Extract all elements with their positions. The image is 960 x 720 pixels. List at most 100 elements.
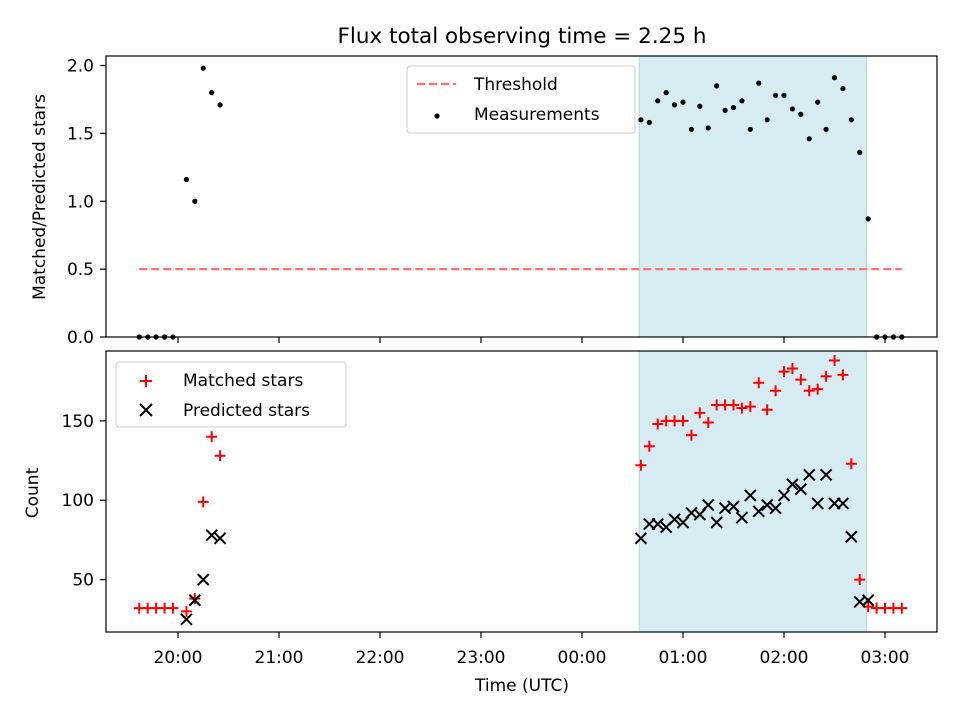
matched-star-point bbox=[753, 377, 765, 389]
matched-star-point bbox=[829, 355, 840, 367]
matched-star-point bbox=[694, 407, 706, 419]
measurement-point bbox=[192, 198, 198, 204]
measurement-point bbox=[815, 99, 821, 105]
measurement-point bbox=[789, 106, 796, 112]
measurement-point bbox=[798, 111, 804, 117]
predicted-star-point bbox=[861, 594, 875, 607]
matched-star-point bbox=[677, 415, 689, 427]
predicted-star-point bbox=[180, 613, 193, 626]
measurement-point bbox=[831, 75, 838, 81]
predicted-star-point bbox=[197, 573, 210, 586]
predicted-star-point bbox=[634, 532, 648, 545]
matched-star-point bbox=[837, 369, 849, 381]
matched-star-point bbox=[635, 459, 647, 471]
measurement-point bbox=[730, 104, 737, 111]
measurement-point bbox=[671, 102, 678, 108]
x-tick-label: 23:00 bbox=[457, 648, 506, 668]
matched-star-point bbox=[795, 374, 807, 386]
predicted-legend-label: Predicted stars bbox=[183, 401, 310, 421]
observing-window bbox=[638, 55, 867, 338]
measurement-point bbox=[688, 126, 695, 132]
y-tick-label: 50 bbox=[72, 571, 94, 591]
count-legend-box bbox=[115, 361, 347, 428]
chart-title: Flux total observing time = 2.25 h bbox=[338, 24, 707, 49]
measurement-point bbox=[638, 117, 644, 123]
measurement-point bbox=[183, 176, 190, 183]
matched-star-point bbox=[652, 418, 664, 430]
observing-span-top bbox=[638, 55, 867, 338]
predicted-star-point bbox=[769, 501, 782, 515]
observing-window bbox=[638, 350, 867, 633]
threshold-legend-label: Threshold bbox=[473, 75, 558, 95]
measurement-point bbox=[848, 117, 854, 123]
measurements-legend-swatch bbox=[434, 113, 440, 119]
matched-star-point bbox=[206, 431, 218, 443]
x-tick-label: 02:00 bbox=[760, 648, 809, 668]
measurement-point bbox=[680, 99, 686, 105]
ratio-x-ticks bbox=[177, 337, 886, 343]
count-panel-frame bbox=[105, 350, 938, 633]
predicted-star-point bbox=[811, 497, 824, 510]
measurement-point bbox=[823, 126, 829, 132]
x-tick-label: 21:00 bbox=[255, 648, 304, 668]
measurement-point bbox=[764, 117, 770, 123]
matched-star-point bbox=[770, 385, 782, 397]
measurement-point bbox=[781, 92, 787, 98]
measurement-point bbox=[806, 136, 812, 142]
predicted-star-point bbox=[205, 528, 218, 542]
count-x-ticks: 20:00 21:00 22:00 23:00 00:00 01:00 02:00 03:00 bbox=[154, 632, 910, 668]
measurement-point bbox=[209, 90, 215, 96]
measurement-point bbox=[655, 98, 661, 104]
matched-legend-swatch bbox=[140, 375, 152, 387]
matched-star-point bbox=[197, 496, 209, 508]
measurement-point bbox=[722, 107, 728, 113]
predicted-star-point bbox=[803, 468, 816, 482]
y-tick-label: 0.5 bbox=[67, 260, 94, 280]
y-tick-label: 2.0 bbox=[67, 57, 94, 77]
matched-star-point bbox=[167, 602, 179, 614]
matched-star-point bbox=[778, 366, 790, 378]
matched-star-point bbox=[820, 370, 832, 382]
count-y-ticks: 50 100 150 bbox=[62, 412, 106, 591]
x-tick-label: 01:00 bbox=[659, 648, 708, 668]
measurement-point bbox=[739, 98, 745, 104]
predicted-star-point bbox=[702, 498, 715, 512]
measurements-legend-label: Measurements bbox=[474, 105, 600, 125]
matched-star-point bbox=[744, 401, 756, 413]
predicted-star-point bbox=[819, 468, 833, 482]
x-tick-label: 22:00 bbox=[356, 648, 405, 668]
predicted-star-point bbox=[777, 489, 791, 502]
predicted-star-point bbox=[213, 532, 227, 545]
matched-star-point bbox=[702, 416, 714, 428]
predicted-star-point bbox=[651, 517, 664, 531]
x-tick-label: 03:00 bbox=[861, 648, 910, 668]
y-tick-label: 150 bbox=[62, 412, 94, 432]
predicted-star-point bbox=[710, 516, 723, 529]
measurement-point bbox=[217, 102, 223, 108]
ratio-legend-box bbox=[406, 65, 636, 134]
predicted-star-point bbox=[760, 498, 774, 512]
measurement-point bbox=[756, 80, 762, 86]
predicted-star-point bbox=[668, 513, 681, 526]
matched-star-point bbox=[845, 458, 857, 470]
predicted-star-point bbox=[188, 594, 202, 607]
x-tick-label: 20:00 bbox=[154, 648, 203, 668]
predicted-star-point bbox=[786, 478, 799, 491]
measurement-point bbox=[697, 103, 703, 109]
matched-legend-label: Matched stars bbox=[183, 371, 303, 391]
matched-star-point bbox=[854, 574, 866, 586]
matched-star-point bbox=[896, 602, 908, 614]
predicted-star-point bbox=[845, 530, 858, 543]
count-panel: 50 100 150 20:00 21:00 22:00 23:00 00:00 01:00 0… bbox=[23, 350, 938, 696]
measurement-point bbox=[663, 90, 669, 96]
ratio-panel-frame bbox=[105, 55, 938, 338]
measurement-point bbox=[714, 83, 720, 89]
ratio-panel: 0.00.51.01.52.0 Matched/Predicted stars … bbox=[30, 55, 938, 348]
x-tick-label: 00:00 bbox=[558, 648, 607, 668]
predicted-star-point bbox=[794, 482, 808, 496]
count-y-axis-label: Count bbox=[23, 467, 43, 518]
matched-star-point bbox=[685, 429, 697, 441]
measurement-point bbox=[747, 126, 753, 132]
predicted-star-point bbox=[727, 500, 740, 513]
x-axis-label: Time (UTC) bbox=[474, 676, 569, 696]
